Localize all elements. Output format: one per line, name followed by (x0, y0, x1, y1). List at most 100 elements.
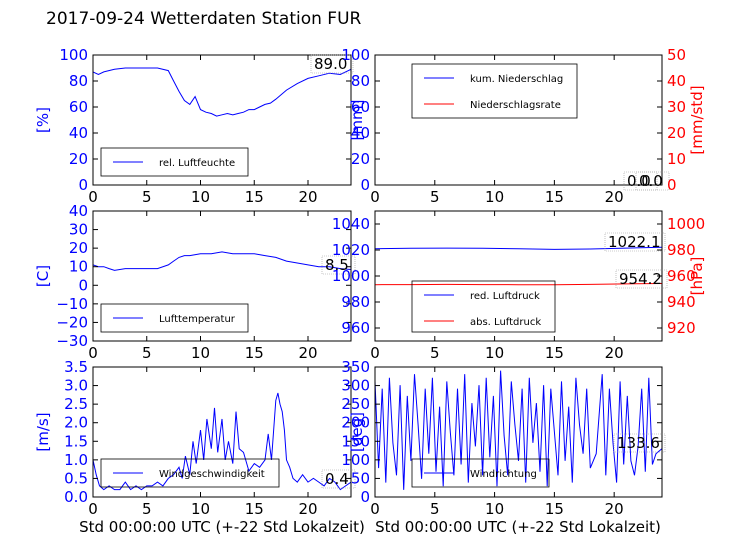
pressure-ytick-label-4: 1040 (332, 215, 370, 233)
windspeed-legend-label-1: Windgeschwindigkeit (159, 469, 265, 480)
precip-last-value-2: 0.0 (639, 172, 663, 190)
precip-legend-label-2: Niederschlagsrate (470, 100, 561, 111)
winddirection-xtick-label-0: 0 (370, 500, 380, 518)
temperature-ytick-label-3: 0 (78, 276, 88, 294)
windspeed-xtick-label-10: 10 (191, 500, 210, 518)
winddirection-last-value-box (613, 433, 666, 453)
windspeed-legend-box (100, 458, 280, 488)
temperature-xtick-label-15: 15 (245, 344, 264, 362)
temperature-xtick-label-10: 10 (191, 344, 210, 362)
winddirection-ytick-label-1: 50 (351, 469, 370, 487)
humidity-legend-box (100, 147, 249, 177)
pressure-last-value-2: 954.2 (619, 270, 662, 288)
precip-last-value: 0.0 (627, 172, 651, 190)
windspeed-xtick-label-20: 20 (298, 500, 317, 518)
windspeed-panel (92, 366, 356, 498)
precip-y2tick-label-0: 0 (667, 176, 677, 194)
precip-ytick-label-0: 0 (360, 176, 370, 194)
precip-y2tick-label-5: 50 (667, 46, 686, 64)
temperature-ytick-label-1: −20 (56, 313, 88, 331)
humidity-xtick-label-5: 5 (142, 188, 152, 206)
temperature-xtick-label-0: 0 (88, 344, 98, 362)
humidity-ytick-label-1: 20 (69, 150, 88, 168)
windspeed-ytick-label-0: 0.0 (64, 488, 88, 506)
pressure-y2tick-label-4: 1000 (667, 215, 705, 233)
precip-y2label: [mm/std] (688, 85, 706, 154)
pressure-legend-label-1: red. Luftdruck (470, 291, 540, 302)
pressure-xtick-label-5: 5 (430, 344, 440, 362)
pressure-last-value: 1022.1 (608, 233, 661, 251)
windspeed-last-value: 0.4 (325, 470, 349, 488)
precip-xtick-label-5: 5 (430, 188, 440, 206)
humidity-last-value-box (310, 54, 354, 74)
humidity-legend-label-1: rel. Luftfeuchte (159, 158, 235, 169)
precip-y2tick-label-3: 30 (667, 98, 686, 116)
page-title: 2017-09-24 Wetterdaten Station FUR (46, 9, 362, 29)
windspeed-ytick-label-7: 3.5 (64, 358, 88, 376)
temperature-plot-frame (92, 210, 352, 342)
winddirection-xtick-label-5: 5 (430, 500, 440, 518)
pressure-y2tick-label-0: 920 (667, 319, 696, 337)
temperature-ytick-label-6: 30 (69, 221, 88, 239)
humidity-ytick-label-3: 60 (69, 98, 88, 116)
precip-y2tick-label-4: 40 (667, 72, 686, 90)
pressure-xtick-label-15: 15 (545, 344, 564, 362)
windspeed-ytick-label-2: 1.0 (64, 451, 88, 469)
windspeed-plot-frame (92, 366, 352, 498)
humidity-plot-frame (92, 54, 352, 186)
precip-ytick-label-3: 60 (351, 98, 370, 116)
windspeed-ytick-label-4: 2.0 (64, 414, 88, 432)
winddirection-ytick-label-3: 150 (341, 432, 370, 450)
pressure-series-line-1 (375, 246, 662, 250)
windspeed-last-value-box (321, 469, 356, 489)
winddirection-ylabel: [deg] (348, 412, 366, 452)
pressure-xtick-label-10: 10 (485, 344, 504, 362)
pressure-last-value-2-box (615, 269, 668, 289)
temperature-xtick-label-20: 20 (298, 344, 317, 362)
humidity-ytick-label-2: 40 (69, 124, 88, 142)
temperature-series-line-1 (93, 251, 351, 271)
pressure-xtick-label-20: 20 (605, 344, 624, 362)
temperature-ytick-label-7: 40 (69, 202, 88, 220)
precip-xtick-label-20: 20 (605, 188, 624, 206)
winddirection-ytick-label-7: 350 (341, 358, 370, 376)
humidity-xtick-label-10: 10 (191, 188, 210, 206)
winddirection-xtick-label-10: 10 (485, 500, 504, 518)
pressure-y2tick-label-2: 960 (667, 267, 696, 285)
temperature-ytick-label-0: −30 (56, 332, 88, 350)
winddirection-legend-label-1: Windrichtung (470, 469, 537, 480)
precip-ytick-label-1: 20 (351, 150, 370, 168)
pressure-panel (374, 210, 668, 342)
windspeed-xtick-label-5: 5 (142, 500, 152, 518)
windspeed-ytick-label-1: 0.5 (64, 469, 88, 487)
humidity-ytick-label-5: 100 (59, 46, 88, 64)
winddirection-ytick-label-4: 200 (341, 414, 370, 432)
temperature-last-value: 8.5 (325, 256, 349, 274)
winddirection-last-value: 133.6 (617, 434, 660, 452)
temperature-ytick-label-2: −10 (56, 295, 88, 313)
pressure-series-line-2 (375, 283, 662, 286)
humidity-ylabel: [%] (34, 107, 52, 133)
pressure-ytick-label-3: 1020 (332, 241, 370, 259)
windspeed-series-line-1 (93, 392, 351, 491)
pressure-xtick-label-0: 0 (370, 344, 380, 362)
winddirection-ytick-label-6: 300 (341, 377, 370, 395)
temperature-legend-label-1: Lufttemperatur (159, 314, 236, 325)
windspeed-ylabel: [m/s] (34, 412, 52, 451)
pressure-ytick-label-0: 960 (341, 319, 370, 337)
precip-xtick-label-10: 10 (485, 188, 504, 206)
precip-xtick-label-0: 0 (370, 188, 380, 206)
precip-xtick-label-15: 15 (545, 188, 564, 206)
precip-ylabel: [mm] (348, 100, 366, 141)
windspeed-xtick-label-0: 0 (88, 500, 98, 518)
winddirection-legend-box (411, 458, 550, 488)
temperature-ylabel: [C] (34, 265, 52, 287)
temperature-legend-box (100, 303, 249, 333)
precip-y2tick-label-2: 20 (667, 124, 686, 142)
pressure-legend-box (411, 280, 556, 333)
xlabel-left: Std 00:00:00 UTC (+-22 Std Lokalzeit) (79, 518, 365, 536)
temperature-ytick-label-5: 20 (69, 239, 88, 257)
humidity-series-line-1 (93, 67, 351, 117)
